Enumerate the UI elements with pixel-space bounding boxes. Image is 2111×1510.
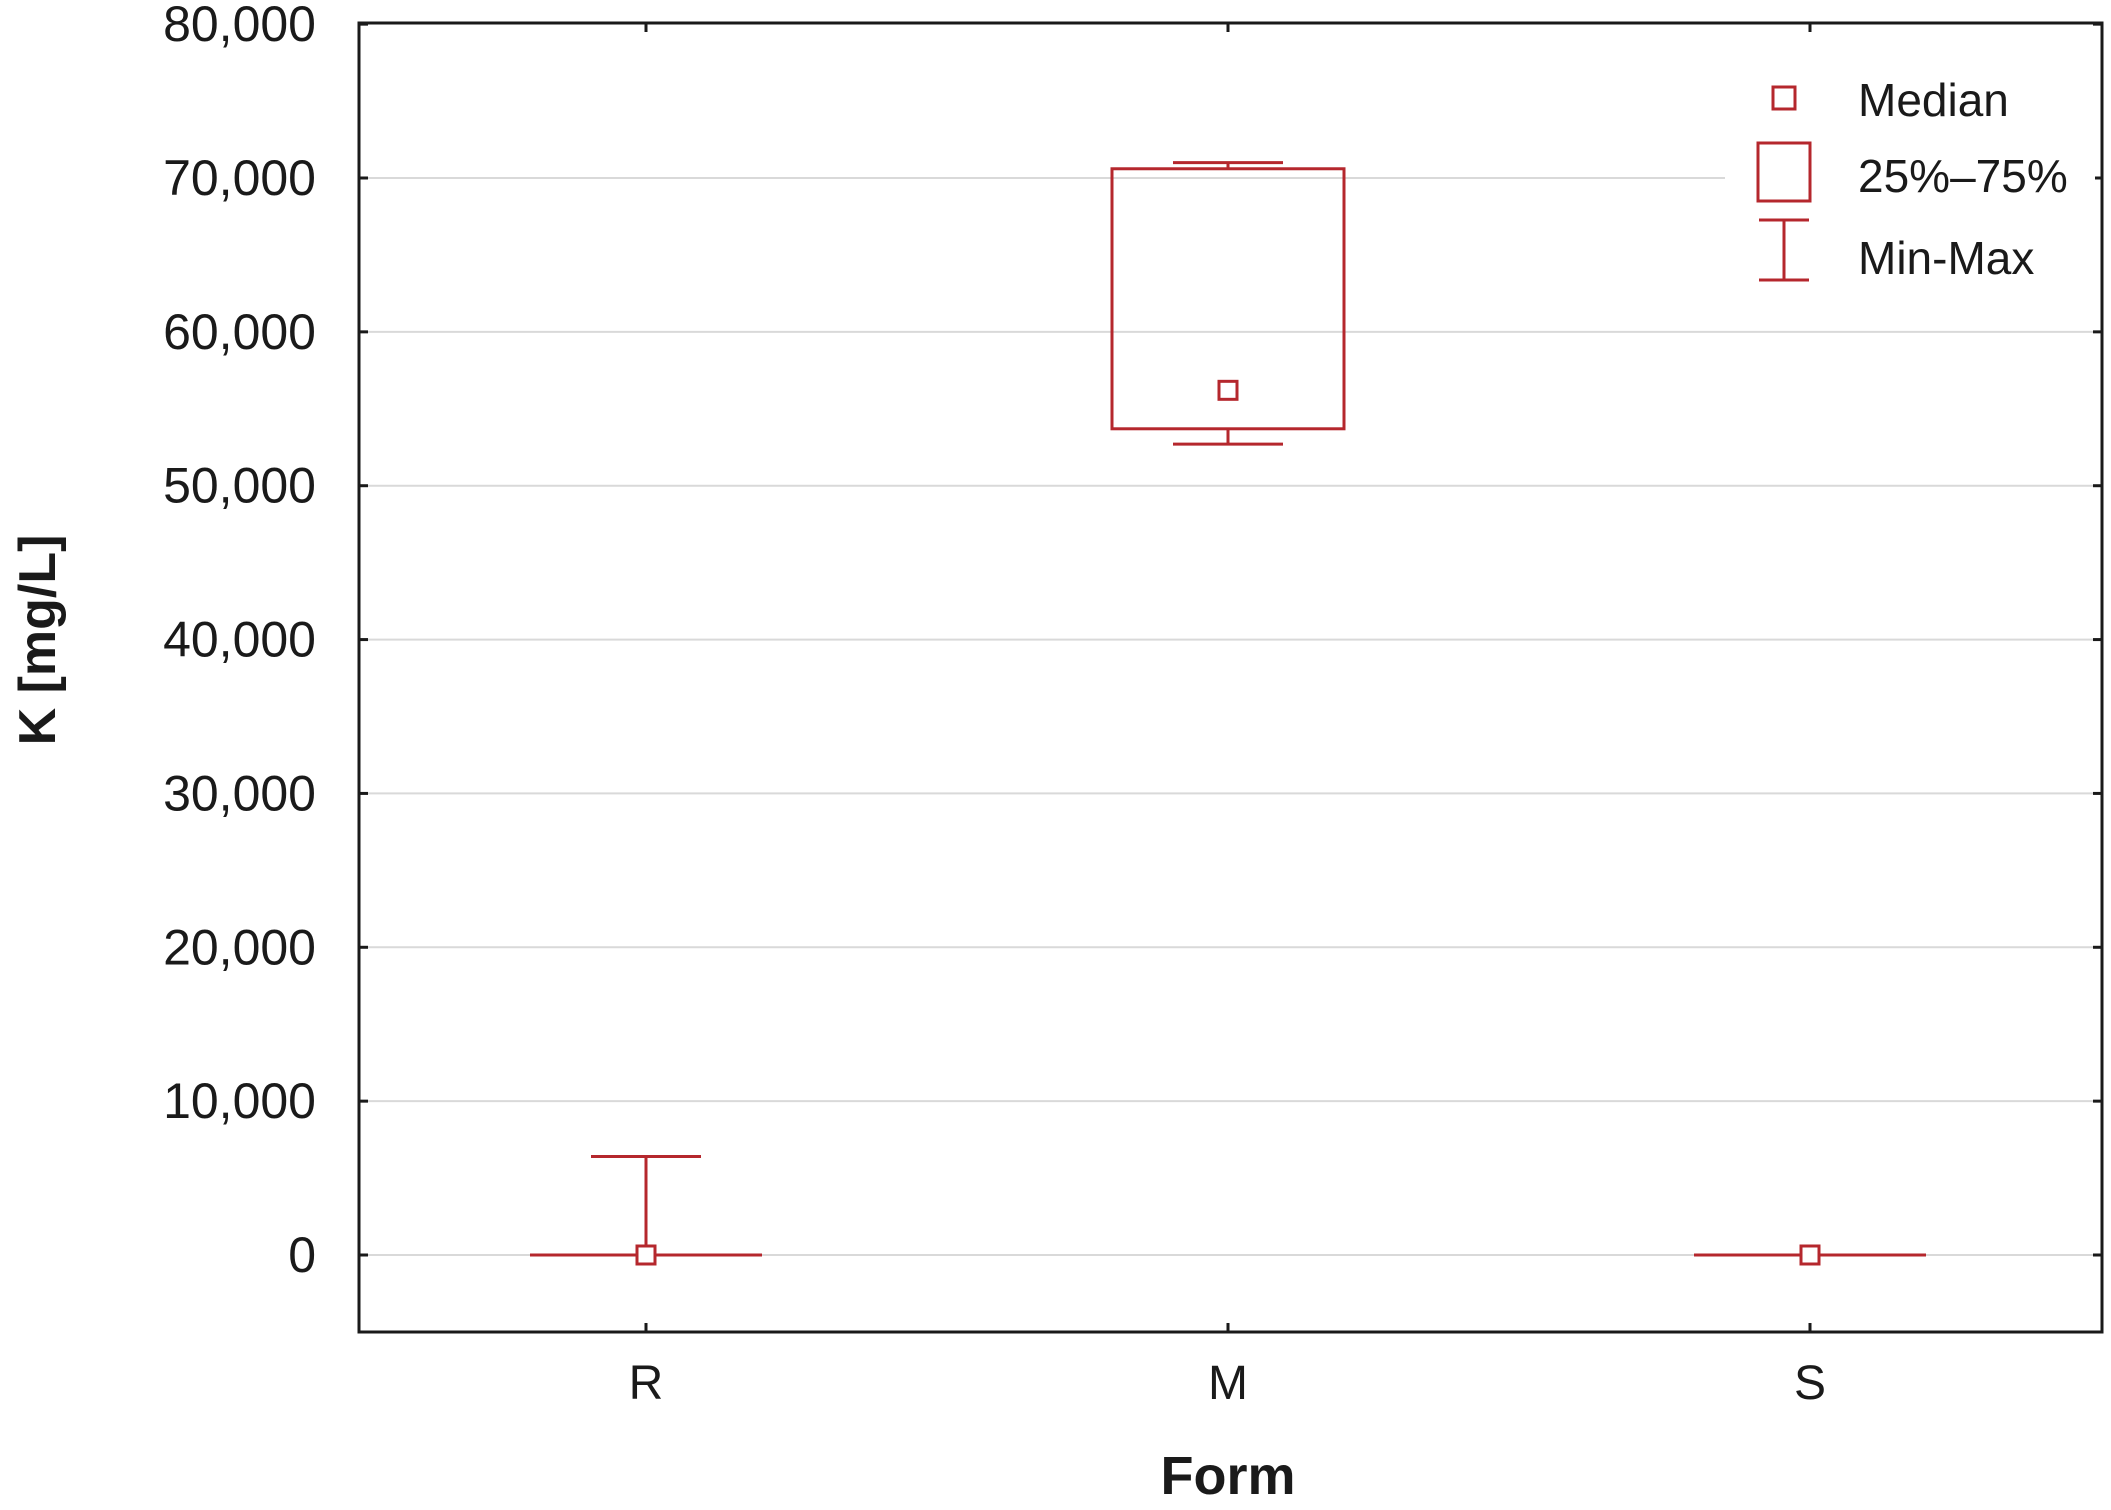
y-tick-label: 10,000 xyxy=(163,1073,316,1129)
box-plot-series xyxy=(530,161,1926,1266)
x-tick-label: M xyxy=(1208,1357,1248,1410)
y-axis-ticks: 0 10,000 20,000 30,000 40,000 50,000 60,000 70,… xyxy=(163,0,2102,1283)
legend-label-box: 25%–75% xyxy=(1858,150,2068,202)
grid-lines xyxy=(359,177,2102,1256)
median-marker xyxy=(1217,379,1239,401)
y-axis-label: K [mg/L] xyxy=(9,535,67,746)
legend-label-median: Median xyxy=(1858,74,2009,126)
legend-median-symbol xyxy=(1771,85,1797,111)
y-tick-label: 80,000 xyxy=(163,0,316,52)
legend-box-symbol xyxy=(1756,141,1812,203)
plot-area-frame xyxy=(357,21,2104,1334)
y-tick-label: 60,000 xyxy=(163,304,316,360)
y-tick-label: 40,000 xyxy=(163,612,316,668)
y-tick-label: 20,000 xyxy=(163,919,316,975)
y-tick-label: 30,000 xyxy=(163,765,316,821)
median-marker xyxy=(1799,1244,1821,1266)
y-tick-label: 50,000 xyxy=(163,458,316,514)
x-tick-label: R xyxy=(629,1357,664,1410)
box-R xyxy=(530,1155,762,1266)
y-tick-label: 70,000 xyxy=(163,150,316,206)
legend-label-whisker: Min-Max xyxy=(1858,232,2034,284)
x-tick-label: S xyxy=(1794,1357,1826,1410)
x-axis-label: Form xyxy=(1161,1446,1296,1506)
y-tick-label: 0 xyxy=(288,1227,316,1283)
box-S xyxy=(1694,1244,1926,1266)
box-M xyxy=(1110,161,1346,446)
median-marker xyxy=(635,1244,657,1266)
legend: Median 25%–75% Min-Max xyxy=(1725,60,2095,300)
